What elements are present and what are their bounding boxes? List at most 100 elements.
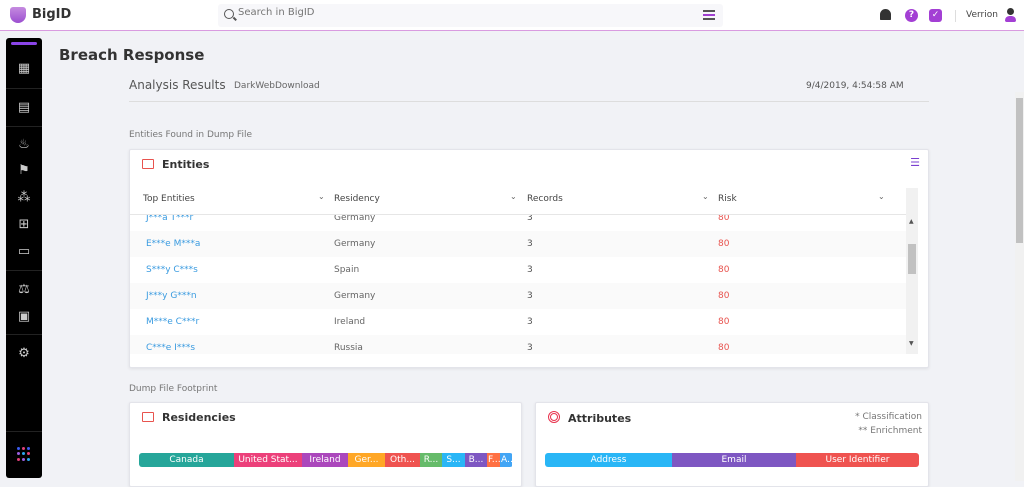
chevron-down-icon[interactable]: ⌄ (702, 192, 709, 201)
brand-name[interactable]: BigID (32, 7, 72, 22)
page-scrollbar[interactable] (1015, 92, 1024, 481)
legend-enrichment: ** Enrichment (858, 426, 922, 436)
hierarchy-icon[interactable]: ⊞ (18, 217, 30, 232)
attribute-segment[interactable]: Email (672, 453, 796, 467)
risk-cell: 80 (718, 214, 730, 223)
clipboard-icon[interactable]: ▣ (17, 309, 31, 324)
residency-cell: Germany (334, 239, 376, 249)
divider (6, 431, 42, 432)
entity-name-link[interactable]: E***e M***a (146, 239, 201, 249)
residency-cell: Germany (334, 291, 376, 301)
user-name[interactable]: Verrion (966, 10, 998, 20)
top-bar: BigID ? ✓ Verrion (0, 0, 1024, 31)
attributes-card: Attributes * Classification ** Enrichmen… (535, 402, 929, 487)
footprint-section-label: Dump File Footprint (129, 384, 218, 394)
dump-name: DarkWebDownload (234, 81, 320, 91)
residency-segment[interactable]: A... (500, 453, 512, 467)
residencies-title: Residencies (142, 411, 236, 424)
divider (6, 126, 42, 127)
table-row: M***e C***r Ireland 3 80 (130, 309, 906, 335)
risk-cell: 80 (718, 265, 730, 275)
records-cell: 3 (527, 239, 533, 249)
residency-cell: Germany (334, 214, 376, 223)
residency-segment[interactable]: F... (487, 453, 500, 467)
inventory-icon[interactable]: ▭ (17, 244, 31, 259)
analysis-results-heading: Analysis Results (129, 78, 226, 92)
settings-gear-icon[interactable]: ⚙ (18, 346, 30, 361)
dashboard-icon[interactable]: ▦ (17, 61, 31, 76)
entity-name-link[interactable]: J***y G***n (146, 291, 197, 301)
residency-segment[interactable]: Oth... (385, 453, 420, 467)
search-box[interactable] (218, 4, 723, 27)
residency-segment[interactable]: Ireland (302, 453, 348, 467)
residency-segment[interactable]: Ger... (348, 453, 385, 467)
residency-cell: Ireland (334, 317, 366, 327)
divider (6, 334, 42, 335)
entities-icon (142, 159, 154, 169)
records-cell: 3 (527, 343, 533, 353)
residency-segment[interactable]: R... (420, 453, 442, 467)
column-header-residency[interactable]: Residency (334, 194, 380, 204)
residency-cell: Spain (334, 265, 360, 275)
apps-grid-icon[interactable] (17, 447, 31, 461)
risk-cell: 80 (718, 343, 730, 353)
filter-icon[interactable] (703, 10, 715, 20)
table-row: J***a T***r Germany 3 80 (130, 214, 906, 231)
table-row: C***e I***s Russia 3 80 (130, 335, 906, 354)
column-header-top-entities[interactable]: Top Entities (143, 194, 195, 204)
tasks-check-icon[interactable]: ✓ (929, 9, 942, 22)
divider (6, 270, 42, 271)
chevron-down-icon[interactable]: ⌄ (510, 192, 517, 201)
bell-icon[interactable] (880, 9, 891, 20)
page-title: Breach Response (59, 46, 205, 64)
risk-cell: 80 (718, 239, 730, 249)
target-icon (548, 411, 560, 423)
chevron-down-icon[interactable]: ⌄ (878, 192, 885, 201)
table-scrollbar[interactable]: ▲ ▼ (906, 188, 918, 354)
residency-segment[interactable]: Canada (139, 453, 234, 467)
entities-title: Entities (142, 158, 209, 171)
clusters-icon[interactable]: ⁂ (17, 190, 31, 205)
entity-name-link[interactable]: C***e I***s (146, 343, 196, 353)
residency-segment[interactable]: B... (465, 453, 487, 467)
reports-icon[interactable]: ▤ (17, 100, 31, 115)
residencies-icon (142, 412, 154, 422)
divider (129, 101, 929, 102)
records-cell: 3 (527, 265, 533, 275)
breach-flame-icon[interactable]: ♨ (18, 137, 30, 152)
entities-section-label: Entities Found in Dump File (129, 130, 252, 140)
residency-segment[interactable]: United Stat... (234, 453, 302, 467)
table-row: S***y C***s Spain 3 80 (130, 257, 906, 283)
attributes-bar: Address Email User Identifier (545, 453, 919, 467)
records-cell: 3 (527, 317, 533, 327)
bigid-logo-icon[interactable] (10, 7, 26, 23)
table-row: E***e M***a Germany 3 80 (130, 231, 906, 257)
risk-cell: 80 (718, 291, 730, 301)
attributes-title: Attributes (548, 411, 631, 425)
timestamp: 9/4/2019, 4:54:58 AM (806, 81, 904, 91)
attribute-segment[interactable]: User Identifier (796, 453, 919, 467)
search-input[interactable] (238, 7, 638, 18)
records-cell: 3 (527, 291, 533, 301)
residency-segment[interactable]: S... (442, 453, 465, 467)
divider (955, 10, 956, 22)
records-cell: 3 (527, 214, 533, 223)
sidebar-accent (11, 42, 37, 45)
flag-icon[interactable]: ⚑ (18, 163, 30, 178)
entity-name-link[interactable]: S***y C***s (146, 265, 198, 275)
help-icon[interactable]: ? (905, 9, 918, 22)
column-header-risk[interactable]: Risk (718, 194, 737, 204)
residencies-card: Residencies Canada United Stat... Ireland G… (129, 402, 522, 487)
chevron-down-icon[interactable]: ⌄ (318, 192, 325, 201)
column-header-records[interactable]: Records (527, 194, 563, 204)
search-icon (224, 9, 234, 19)
attribute-segment[interactable]: Address (545, 453, 672, 467)
list-view-icon[interactable]: ☰ (910, 156, 920, 169)
entities-card: Entities ☰ Top Entities ⌄ Residency ⌄ Re… (129, 149, 929, 368)
entity-name-link[interactable]: M***e C***r (146, 317, 200, 327)
avatar-icon[interactable] (1005, 8, 1016, 23)
residency-cell: Russia (334, 343, 363, 353)
entity-name-link[interactable]: J***a T***r (146, 214, 194, 223)
gavel-icon[interactable]: ⚖ (18, 282, 30, 297)
sidebar: ▦ ▤ ♨ ⚑ ⁂ ⊞ ▭ ⚖ ▣ ⚙ (6, 38, 42, 478)
